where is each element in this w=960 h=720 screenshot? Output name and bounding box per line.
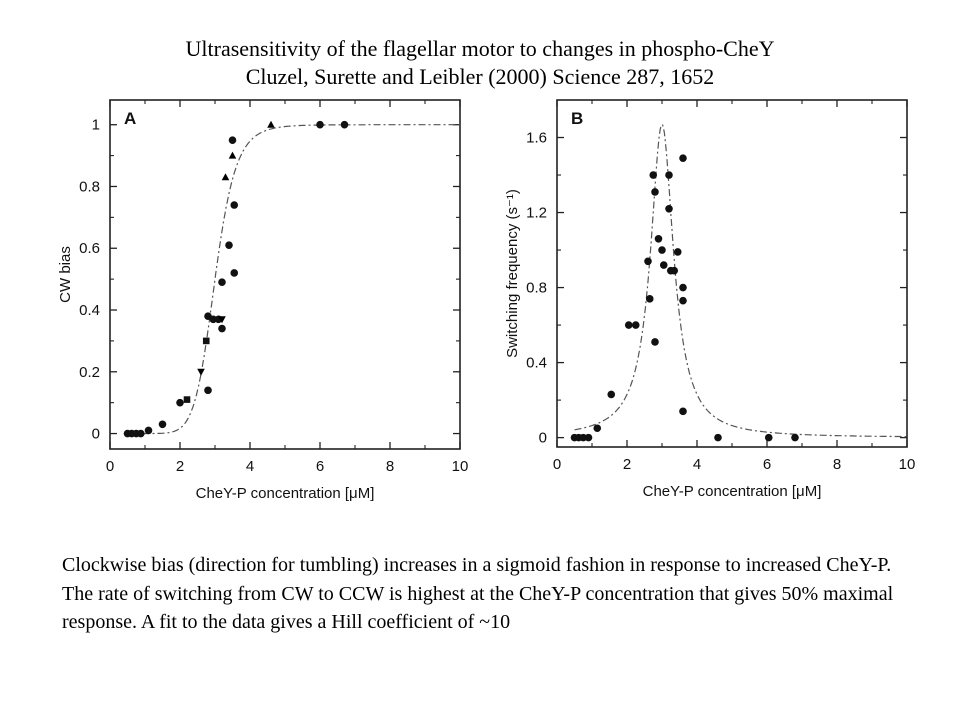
plot-frame (109, 99, 461, 450)
switching-frequency-chart: 0 2 4 6 8 10 0 0.4 0.8 1.2 1.6 CheY-P concentration… (504, 99, 916, 500)
y-axis-label: Switching frequency (s⁻¹) (504, 189, 521, 358)
data-point-circle (176, 398, 184, 407)
data-point-triangle-up (267, 120, 275, 128)
fit-curve (574, 123, 907, 438)
y-tick-label: 1.2 (526, 205, 547, 222)
slide-citation: Cluzel, Surette and Leibler (2000) Scien… (245, 64, 715, 89)
x-tick-label: 0 (553, 456, 561, 473)
y-tick-label: 0 (539, 430, 547, 447)
data-point-triangle-up (228, 151, 237, 159)
slide-title: Ultrasensitivity of the flagellar motor … (185, 36, 775, 61)
data-point-circle (584, 433, 593, 442)
data-point-circle (631, 321, 640, 329)
y-axis-label: CW bias (57, 246, 74, 303)
x-axis-label: CheY-P concentration [μM] (196, 485, 375, 502)
data-point-circle (607, 390, 616, 399)
y-tick-label: 0.6 (79, 240, 100, 257)
data-point-circle (137, 429, 145, 438)
x-tick-label: 0 (106, 458, 114, 475)
panel-label: B (571, 109, 583, 128)
x-tick-label: 4 (693, 456, 701, 473)
data-point-circle (764, 433, 773, 442)
data-point-circle (679, 407, 687, 416)
data-point-circle (624, 321, 633, 329)
data-point-circle (144, 426, 153, 435)
data-point-circle (218, 278, 226, 287)
data-point-triangle-down (197, 368, 205, 376)
data-point-circle (665, 204, 673, 213)
data-point-circle (645, 295, 654, 303)
slide-caption: Clockwise bias (direction for tumbling) … (62, 554, 894, 633)
data-point-circle (649, 171, 658, 179)
y-tick-label: 0 (92, 426, 100, 443)
data-point-circle (230, 201, 239, 209)
data-point-circle (209, 315, 218, 324)
data-point-circle (714, 433, 722, 442)
data-point-circle (316, 120, 324, 129)
data-point-circle (228, 136, 237, 144)
data-point-circle (230, 269, 239, 277)
fit-curve (127, 124, 460, 435)
cw-bias-chart: 0 2 4 6 8 10 0 0.2 0.4 0.6 0.8 1 CheY-P concentratio… (57, 99, 469, 502)
chart-panel-b: 0 2 4 6 8 10 0 0.4 0.8 1.2 1.6 CheY-P concentration… (495, 92, 925, 517)
data-point-circle (659, 261, 668, 269)
data-point-circle (665, 171, 673, 179)
data-point-circle (651, 188, 659, 196)
data-point-circle (673, 248, 682, 256)
x-tick-label: 2 (176, 458, 184, 475)
data-point-triangle-down (218, 316, 226, 324)
chart-panel-a: 0 2 4 6 8 10 0 0.2 0.4 0.6 0.8 1 CheY-P concentratio… (50, 92, 470, 517)
data-point-circle (651, 338, 659, 346)
x-axis-label: CheY-P concentration [μM] (643, 483, 822, 500)
y-tick-label: 0.4 (79, 302, 100, 319)
data-point-square (183, 396, 191, 403)
data-point-circle (679, 283, 687, 292)
data-point-circle (225, 241, 233, 249)
x-tick-label: 6 (763, 456, 771, 473)
data-point-circle (679, 154, 687, 162)
data-point-triangle-up (221, 173, 230, 181)
x-tick-label: 8 (833, 456, 841, 473)
data-point-square (202, 337, 210, 345)
data-point-circle (218, 324, 226, 333)
data-point-circle (670, 266, 679, 275)
y-tick-label: 0.8 (526, 280, 547, 297)
x-tick-label: 6 (316, 458, 324, 475)
y-tick-label: 1 (92, 117, 100, 134)
x-tick-label: 10 (899, 456, 916, 473)
data-point-circle (654, 235, 663, 243)
y-tick-label: 0.2 (79, 364, 100, 381)
y-tick-label: 0.4 (526, 355, 547, 372)
data-point-circle (679, 296, 687, 305)
data-point-circle (204, 386, 212, 395)
data-point-circle (158, 420, 167, 429)
data-point-circle (658, 246, 666, 254)
x-tick-label: 2 (623, 456, 631, 473)
panel-label: A (124, 109, 136, 128)
x-tick-label: 10 (452, 458, 469, 475)
x-tick-label: 8 (386, 458, 394, 475)
x-tick-label: 4 (246, 458, 254, 475)
data-point-circle (644, 257, 652, 266)
data-point-circle (593, 424, 602, 433)
data-point-circle (340, 120, 349, 129)
y-tick-label: 0.8 (79, 178, 100, 195)
data-point-circle (791, 433, 799, 442)
y-tick-label: 1.6 (526, 130, 547, 147)
data-point-circle (579, 433, 588, 442)
